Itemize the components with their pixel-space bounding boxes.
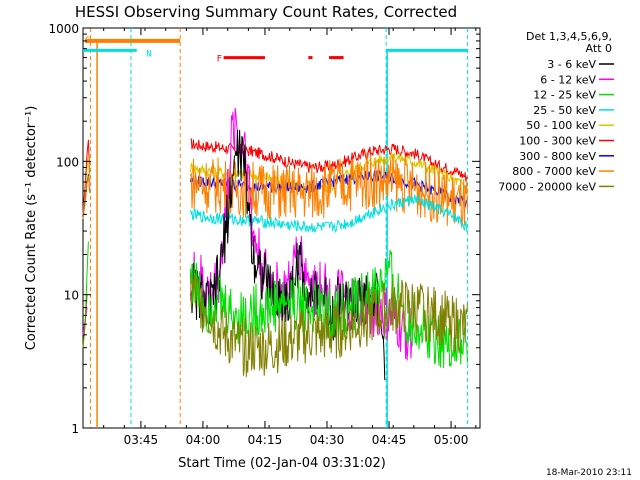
x-tick-label: 04:15 [248, 433, 283, 447]
footer-timestamp: 18-Mar-2010 23:11 [546, 468, 632, 478]
plot-frame [82, 27, 481, 429]
flag-annotation-label: N [146, 49, 151, 59]
y-tick-label: 1000 [48, 22, 79, 36]
series-line [190, 194, 468, 234]
legend-label: 300 - 800 keV [519, 150, 596, 163]
legend-label: 100 - 300 keV [519, 135, 596, 148]
y-axis-label: Corrected Count Rate (s⁻¹ detector⁻¹) [24, 106, 39, 351]
legend-label: 6 - 12 keV [540, 73, 596, 86]
x-tick-label: 04:45 [372, 433, 407, 447]
legend-label: 800 - 7000 keV [512, 165, 596, 178]
flag-annotation-label: S [85, 36, 90, 46]
axes-layer: 03:45 04:00 04:15 04:30 04:45 05:00 1 10 100 1000 [48, 22, 480, 447]
legend-label: 12 - 25 keV [533, 89, 596, 102]
flag-annotation-label: F [217, 55, 222, 65]
legend-label: 50 - 100 keV [526, 119, 596, 132]
series-line-early [82, 175, 91, 219]
y-tick-label: 10 [64, 289, 79, 303]
chart-title: HESSI Observing Summary Count Rates, Cor… [75, 3, 457, 21]
x-tick-label: 03:45 [124, 433, 159, 447]
series-line [190, 272, 468, 378]
x-tick-label: 04:30 [310, 433, 345, 447]
series-line [190, 249, 468, 369]
legend: Det 1,3,4,5,6,9,Att 0 3 - 6 keV 6 - 12 keV… [498, 30, 614, 193]
series-layer [82, 107, 468, 381]
y-tick-label: 100 [56, 155, 79, 169]
legend-label: 7000 - 20000 keV [498, 180, 596, 193]
x-tick-label: 05:00 [434, 433, 469, 447]
x-axis-label: Start Time (02-Jan-04 03:31:02) [178, 456, 386, 471]
y-tick-label: 1 [71, 422, 79, 436]
series-line-early [82, 139, 91, 212]
legend-header: Att 0 [586, 42, 612, 55]
series-line-early [82, 294, 88, 348]
legend-label: 25 - 50 keV [533, 104, 596, 117]
flags-layer: S N F [83, 28, 469, 428]
series-line-early [82, 155, 91, 215]
plot-area [82, 27, 481, 429]
legend-label: 3 - 6 keV [547, 58, 596, 71]
x-tick-label: 04:00 [186, 433, 221, 447]
legend-header: Det 1,3,4,5,6,9, [526, 30, 612, 43]
